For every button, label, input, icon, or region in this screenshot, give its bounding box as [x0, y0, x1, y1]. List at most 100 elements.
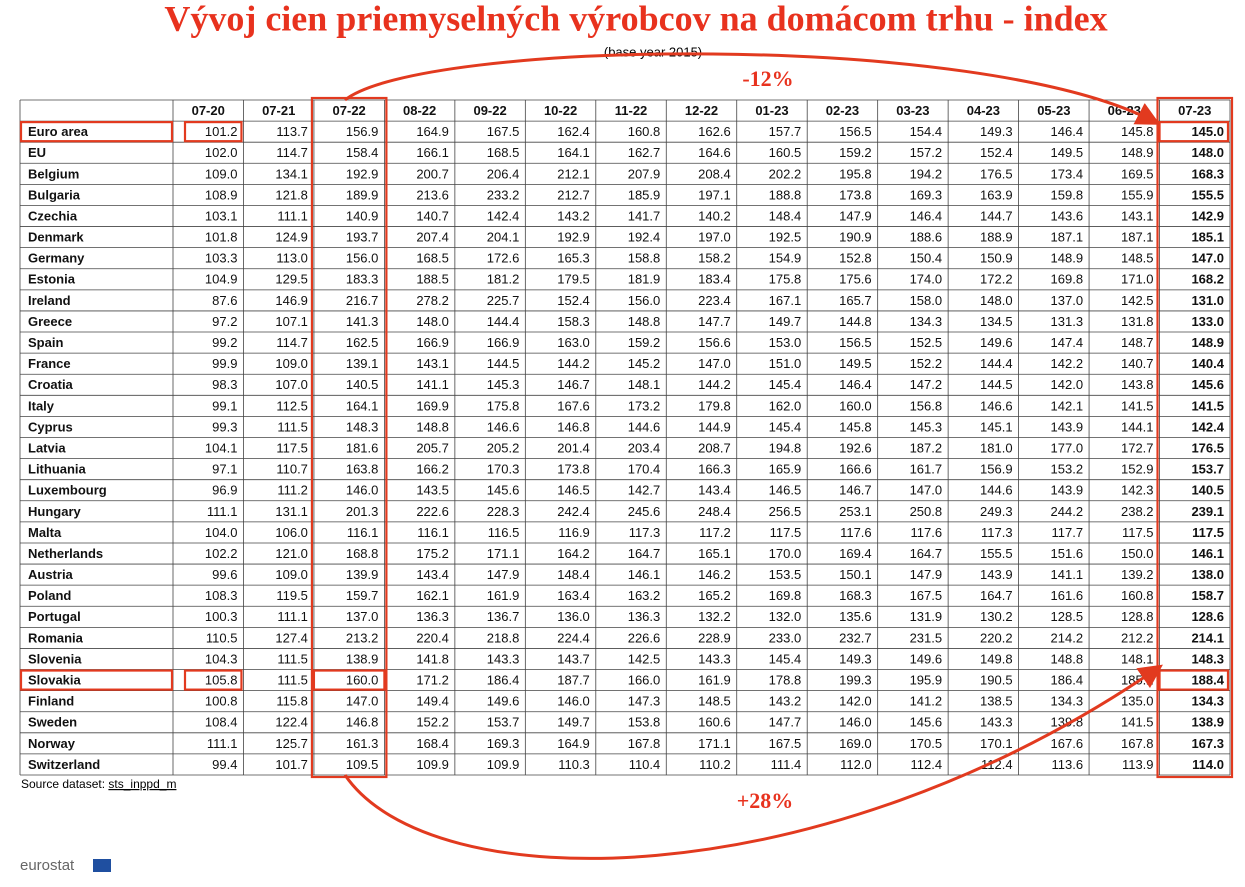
- cell-value: 170.3: [487, 462, 520, 477]
- cell-value: 158.4: [346, 145, 379, 160]
- cell-value: 173.8: [557, 462, 590, 477]
- highlight-box: [19, 669, 174, 691]
- cell-value: 192.9: [346, 166, 379, 181]
- cell-value: 144.1: [1121, 419, 1154, 434]
- cell-value: 165.9: [769, 462, 802, 477]
- cell-value: 194.8: [769, 440, 802, 455]
- cell-value: 169.4: [839, 546, 872, 561]
- cell-value: 148.8: [1051, 651, 1084, 666]
- cell-value: 278.2: [416, 293, 449, 308]
- cell-value: 132.2: [698, 609, 731, 624]
- cell-value: 168.5: [487, 145, 520, 160]
- cell-value: 159.8: [1051, 187, 1084, 202]
- cell-value: 148.1: [1121, 651, 1154, 666]
- column-header: 07-22: [333, 103, 366, 118]
- row-label: Denmark: [28, 230, 84, 245]
- cell-value: 152.2: [910, 356, 943, 371]
- cell-value: 121.8: [275, 187, 308, 202]
- cell-value: 168.5: [416, 251, 449, 266]
- cell-value: 135.6: [839, 609, 872, 624]
- cell-value: 183.3: [346, 272, 379, 287]
- cell-value: 165.3: [557, 251, 590, 266]
- cell-value: 128.6: [1191, 609, 1224, 624]
- cell-value: 117.6: [840, 525, 872, 540]
- row-label: Spain: [28, 335, 63, 350]
- cell-value: 153.7: [487, 715, 520, 730]
- cell-value: 157.2: [910, 145, 943, 160]
- cell-value: 181.6: [346, 440, 379, 455]
- cell-value: 116.9: [558, 525, 590, 540]
- cell-value: 214.1: [1191, 630, 1224, 645]
- cell-value: 146.8: [557, 419, 590, 434]
- cell-value: 145.2: [628, 356, 661, 371]
- cell-value: 147.0: [910, 483, 943, 498]
- cell-value: 106.0: [275, 525, 308, 540]
- cell-value: 152.5: [910, 335, 943, 350]
- cell-value: 116.1: [347, 525, 379, 540]
- cell-value: 99.6: [212, 567, 237, 582]
- column-header: 11-22: [615, 103, 648, 118]
- cell-value: 112.4: [981, 757, 1013, 772]
- cell-value: 114.7: [276, 145, 308, 160]
- row-label: Finland: [28, 694, 74, 709]
- cell-value: 139.2: [1121, 567, 1154, 582]
- cell-value: 171.2: [416, 673, 449, 688]
- cell-value: 175.6: [839, 272, 872, 287]
- title: Vývoj cien priemyselných výrobcov na dom…: [164, 0, 1107, 38]
- cell-value: 173.4: [1051, 166, 1084, 181]
- cell-value: 149.3: [839, 651, 872, 666]
- cell-value: 160.0: [839, 398, 872, 413]
- cell-value: 142.0: [1051, 377, 1084, 392]
- cell-value: 122.4: [275, 715, 308, 730]
- cell-value: 244.2: [1051, 504, 1084, 519]
- cell-value: 140.9: [346, 208, 379, 223]
- highlight-box: [310, 96, 388, 779]
- cell-value: 189.9: [346, 187, 379, 202]
- cell-value: 233.2: [487, 187, 520, 202]
- row-label: Sweden: [28, 715, 77, 730]
- cell-value: 113.0: [276, 251, 308, 266]
- cell-value: 179.8: [698, 398, 731, 413]
- cell-value: 104.1: [205, 440, 238, 455]
- cell-value: 163.0: [557, 335, 590, 350]
- cell-value: 250.8: [910, 504, 943, 519]
- cell-value: 110.2: [699, 757, 731, 772]
- cell-value: 116.5: [488, 525, 520, 540]
- cell-value: 163.4: [557, 588, 590, 603]
- cell-value: 161.3: [346, 736, 379, 751]
- cell-value: 162.4: [557, 124, 590, 139]
- cell-value: 128.5: [1051, 609, 1084, 624]
- cell-value: 168.3: [839, 588, 872, 603]
- source-link[interactable]: sts_inppd_m: [108, 777, 176, 791]
- cell-value: 131.1: [275, 504, 308, 519]
- cell-value: 127.4: [275, 630, 308, 645]
- cell-value: 161.6: [1051, 588, 1084, 603]
- cell-value: 212.7: [557, 187, 590, 202]
- cell-value: 173.8: [839, 187, 872, 202]
- cell-value: 167.1: [769, 293, 802, 308]
- cell-value: 178.8: [769, 673, 802, 688]
- cell-value: 185.9: [628, 187, 661, 202]
- cell-value: 136.3: [416, 609, 449, 624]
- cell-value: 232.7: [839, 630, 872, 645]
- cell-value: 145.4: [769, 651, 802, 666]
- source-label: Source dataset: sts_inppd_m: [21, 777, 176, 791]
- cell-value: 143.3: [698, 651, 731, 666]
- arrow-top: [344, 52, 1161, 125]
- cell-value: 142.1: [1051, 398, 1084, 413]
- cell-value: 242.4: [557, 504, 590, 519]
- row-label: Germany: [28, 251, 85, 266]
- cell-value: 143.4: [698, 483, 731, 498]
- cell-value: 175.8: [769, 272, 802, 287]
- cell-value: 131.3: [1051, 314, 1084, 329]
- cell-value: 148.5: [698, 694, 731, 709]
- cell-value: 164.9: [557, 736, 590, 751]
- cell-value: 169.3: [487, 736, 520, 751]
- cell-value: 160.0: [346, 673, 379, 688]
- cell-value: 111.1: [277, 609, 308, 624]
- cell-value: 117.5: [770, 525, 802, 540]
- column-header: 04-23: [967, 103, 1000, 118]
- row-label: Belgium: [28, 166, 79, 181]
- cell-value: 145.8: [839, 419, 872, 434]
